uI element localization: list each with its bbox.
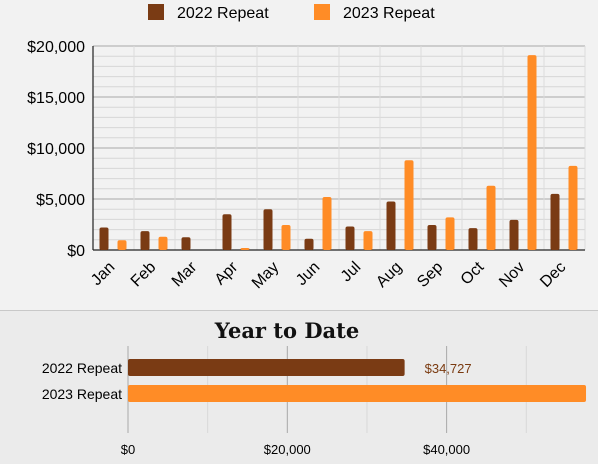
bar-dec-series-2	[568, 165, 578, 250]
x-tick-label: May	[249, 259, 282, 292]
ytd-chart-panel: Year to Date $0 $20,000 $40,000 2022 Repeat $…	[0, 310, 598, 464]
y-tick-label: $15,000	[27, 90, 85, 107]
x-tick-label: Apr	[212, 258, 242, 288]
category-label: 2022 Repeat	[42, 360, 122, 376]
bar-sep-series-1	[427, 225, 437, 250]
bar-mar-series-1	[181, 237, 191, 250]
bar-nov-series-1	[509, 219, 519, 250]
bar-sep-series-2	[445, 217, 455, 250]
legend-label-2: 2023 Repeat	[343, 5, 435, 22]
x-tick-label: Mar	[169, 258, 201, 290]
bar-may-series-2	[281, 225, 291, 250]
bar-oct-series-1	[468, 228, 478, 250]
monthly-chart: 2022 Repeat 2023 Repeat $0 $5,000 $10,000 $15…	[27, 4, 586, 292]
legend: 2022 Repeat 2023 Repeat	[148, 4, 435, 22]
bar-aug-series-2	[404, 160, 414, 250]
y-tick-label: $10,000	[27, 141, 85, 158]
bar-nov-series-2	[527, 55, 537, 251]
x-tick-label: $0	[121, 442, 135, 457]
bar-oct-series-2	[486, 185, 496, 250]
y-tick-label: $20,000	[27, 39, 85, 56]
x-tick-label: Sep	[414, 259, 446, 291]
bar-apr-series-1	[222, 214, 232, 250]
x-tick-label: Jun	[293, 259, 323, 289]
x-tick-label: Jul	[338, 259, 364, 285]
bar-jan-series-1	[99, 227, 109, 250]
bar-jun-series-1	[304, 238, 314, 250]
bar-jul-series-2	[363, 231, 373, 250]
bar-apr-series-2	[240, 247, 250, 250]
x-tick-label: Feb	[128, 259, 160, 291]
y-tick-label: $0	[67, 243, 85, 260]
bar-value-label: $34,727	[425, 361, 472, 376]
bar-dec-series-1	[550, 193, 560, 250]
category-label: 2023 Repeat	[42, 386, 122, 402]
x-tick-label: $40,000	[423, 442, 470, 457]
bar-jan-series-2	[117, 240, 127, 250]
ytd-title: Year to Date	[214, 318, 359, 343]
ytd-chart: Year to Date $0 $20,000 $40,000 2022 Repeat $…	[42, 318, 587, 457]
bar-aug-series-1	[386, 201, 396, 250]
ytd-bar-1	[128, 359, 405, 376]
legend-swatch-2	[314, 4, 330, 20]
legend-label-1: 2022 Repeat	[177, 5, 269, 22]
monthly-chart-panel: 2022 Repeat 2023 Repeat $0 $5,000 $10,000 $15…	[27, 4, 586, 293]
bar-feb-series-2	[158, 236, 168, 250]
x-tick-label: Aug	[373, 259, 405, 291]
y-tick-label: $5,000	[36, 192, 85, 209]
bar-jul-series-1	[345, 226, 355, 250]
bar-may-series-1	[263, 209, 273, 250]
bar-jun-series-2	[322, 196, 332, 250]
x-tick-label: $20,000	[264, 442, 311, 457]
bar-feb-series-1	[140, 231, 150, 250]
x-tick-label: Jan	[88, 259, 118, 289]
x-tick-label: Dec	[537, 259, 569, 291]
ytd-bar-2	[128, 385, 587, 402]
x-tick-label: Oct	[458, 258, 488, 288]
x-tick-label: Nov	[496, 259, 528, 291]
legend-swatch-1	[148, 4, 164, 20]
